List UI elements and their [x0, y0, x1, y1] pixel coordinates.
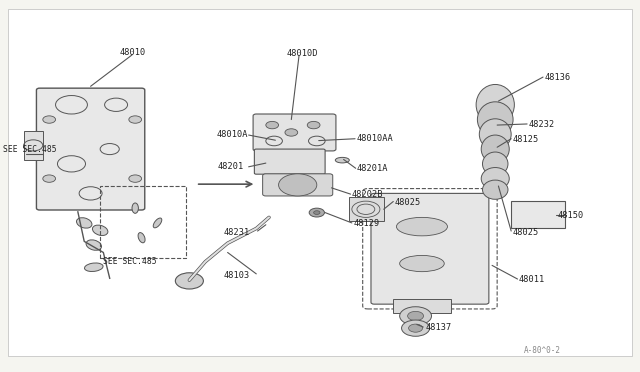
Text: 48011: 48011: [519, 275, 545, 284]
Text: 48202B: 48202B: [352, 190, 383, 199]
Text: 48103: 48103: [223, 271, 250, 280]
Ellipse shape: [483, 180, 508, 199]
Ellipse shape: [479, 119, 511, 150]
Ellipse shape: [396, 217, 447, 236]
Circle shape: [266, 121, 278, 129]
Text: 48010A: 48010A: [217, 130, 248, 139]
Ellipse shape: [132, 203, 138, 213]
Text: 48201: 48201: [218, 161, 244, 170]
Text: 48150: 48150: [557, 211, 584, 220]
Circle shape: [278, 174, 317, 196]
Circle shape: [408, 324, 422, 332]
Text: 48137: 48137: [425, 323, 451, 332]
Ellipse shape: [481, 135, 509, 163]
Circle shape: [408, 311, 424, 321]
Circle shape: [43, 175, 56, 182]
Text: 48125: 48125: [513, 135, 539, 144]
Text: 48201A: 48201A: [357, 164, 388, 173]
FancyBboxPatch shape: [36, 88, 145, 210]
Ellipse shape: [153, 218, 162, 228]
Ellipse shape: [477, 102, 513, 137]
Bar: [349, 197, 384, 221]
Circle shape: [401, 320, 429, 336]
Ellipse shape: [476, 84, 515, 125]
Ellipse shape: [84, 263, 103, 272]
Ellipse shape: [483, 152, 508, 176]
Ellipse shape: [92, 225, 108, 235]
Bar: [511, 201, 565, 228]
Circle shape: [314, 211, 320, 214]
Bar: [24, 131, 43, 160]
Text: 48129: 48129: [353, 219, 380, 228]
Ellipse shape: [399, 256, 444, 272]
FancyBboxPatch shape: [371, 193, 489, 304]
Text: 48025: 48025: [394, 198, 421, 207]
Ellipse shape: [86, 240, 102, 250]
Text: 48010D: 48010D: [286, 49, 317, 58]
Ellipse shape: [77, 218, 92, 228]
Text: 48010: 48010: [119, 48, 145, 57]
FancyBboxPatch shape: [262, 174, 333, 196]
Ellipse shape: [335, 157, 349, 163]
Text: SEE SEC.485: SEE SEC.485: [103, 257, 157, 266]
Text: 48010AA: 48010AA: [356, 134, 393, 143]
Text: 48025: 48025: [513, 228, 539, 237]
Circle shape: [43, 116, 56, 123]
Ellipse shape: [481, 167, 509, 190]
Text: 48232: 48232: [529, 120, 555, 129]
Text: 48136: 48136: [544, 73, 570, 82]
Circle shape: [285, 129, 298, 136]
FancyBboxPatch shape: [254, 149, 325, 174]
Bar: [394, 299, 451, 313]
Text: 48231: 48231: [223, 228, 250, 237]
Ellipse shape: [138, 232, 145, 243]
Circle shape: [129, 116, 141, 123]
Circle shape: [309, 208, 324, 217]
Text: A-80^0-2: A-80^0-2: [524, 346, 561, 355]
Circle shape: [129, 175, 141, 182]
FancyBboxPatch shape: [253, 114, 336, 151]
Circle shape: [175, 273, 204, 289]
Circle shape: [307, 121, 320, 129]
Circle shape: [399, 307, 431, 325]
Bar: [100, 186, 186, 258]
Text: SEE SEC.485: SEE SEC.485: [3, 145, 56, 154]
